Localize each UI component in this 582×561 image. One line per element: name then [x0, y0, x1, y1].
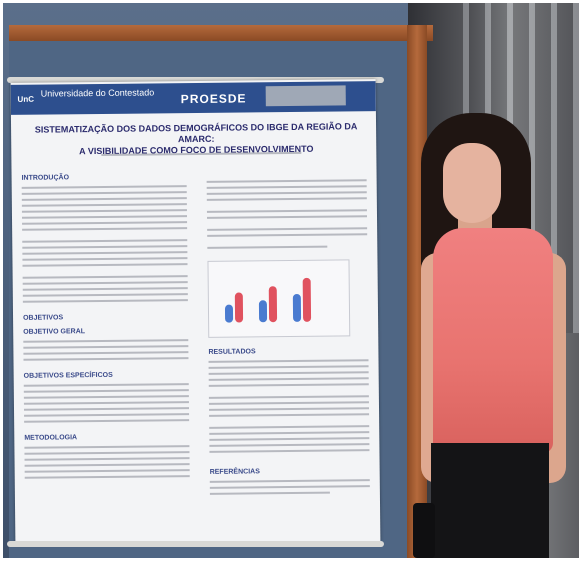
- text-line: [23, 281, 188, 285]
- text-line: [23, 299, 188, 303]
- text-line: [209, 425, 369, 429]
- text-line: [23, 351, 188, 355]
- section-specific-objectives: OBJETIVOS ESPECÍFICOS: [24, 372, 113, 380]
- person-skirt: [431, 443, 549, 558]
- text-line: [23, 339, 188, 343]
- text-line: [209, 443, 369, 447]
- text-line: [22, 251, 187, 255]
- text-line: [23, 345, 188, 349]
- text-line: [207, 227, 367, 231]
- text-line: [22, 263, 187, 267]
- text-line: [22, 239, 187, 243]
- program-badge: [266, 85, 346, 106]
- handbag: [413, 503, 435, 558]
- text-line: [24, 451, 189, 455]
- text-line: [207, 246, 327, 249]
- text-line: [210, 479, 370, 483]
- institution-name: Universidade do Contestado: [41, 87, 155, 98]
- text-line: [23, 275, 188, 279]
- text-line: [23, 293, 188, 297]
- text-line: [24, 383, 189, 387]
- text-line: [22, 203, 187, 207]
- text-line: [22, 185, 187, 189]
- university-logo: UnC: [15, 89, 37, 111]
- text-line: [207, 209, 367, 213]
- text-line: [209, 407, 369, 411]
- text-line: [22, 209, 187, 213]
- text-line: [24, 419, 189, 423]
- photo: UnC Universidade do Contestado PROESDE S…: [3, 3, 579, 558]
- text-line: [209, 377, 369, 381]
- person-blouse: [433, 228, 553, 453]
- section-references: REFERÊNCIAS: [210, 468, 260, 476]
- section-intro: INTRODUÇÃO: [22, 174, 70, 181]
- text-line: [209, 449, 369, 453]
- text-line: [207, 185, 367, 189]
- text-line: [23, 287, 188, 291]
- chart-bar: [259, 300, 267, 322]
- text-line: [24, 389, 189, 393]
- text-line: [25, 463, 190, 467]
- authors-line: [101, 148, 301, 160]
- text-line: [22, 197, 187, 201]
- text-line: [207, 191, 367, 195]
- text-line: [23, 357, 188, 361]
- text-line: [24, 395, 189, 399]
- text-line: [209, 359, 369, 363]
- text-line: [209, 431, 369, 435]
- text-line: [209, 437, 369, 441]
- text-line: [25, 475, 190, 479]
- text-line: [22, 191, 187, 195]
- poster-chart: [207, 259, 350, 337]
- academic-poster: UnC Universidade do Contestado PROESDE S…: [11, 79, 381, 545]
- text-line: [207, 179, 367, 183]
- text-line: [24, 401, 189, 405]
- chart-bar: [225, 305, 233, 323]
- text-line: [209, 413, 369, 417]
- text-line: [209, 365, 369, 369]
- text-line: [22, 227, 187, 231]
- section-general-objective: OBJETIVO GERAL: [23, 328, 85, 336]
- text-line: [22, 257, 187, 261]
- person-face: [443, 143, 501, 223]
- text-line: [22, 215, 187, 219]
- chart-bar: [303, 278, 311, 322]
- text-line: [207, 233, 367, 237]
- program-name: PROESDE: [181, 91, 247, 106]
- text-line: [22, 245, 187, 249]
- text-line: [24, 413, 189, 417]
- text-line: [22, 221, 187, 225]
- text-line: [25, 457, 190, 461]
- text-line: [25, 469, 190, 473]
- text-line: [24, 445, 189, 449]
- text-line: [209, 401, 369, 405]
- chart-bar: [235, 293, 243, 323]
- text-line: [207, 197, 367, 201]
- text-line: [210, 492, 330, 495]
- text-line: [209, 371, 369, 375]
- text-line: [209, 395, 369, 399]
- text-line: [210, 485, 370, 489]
- board-frame-top: [9, 25, 433, 41]
- text-line: [207, 215, 367, 219]
- section-results: RESULTADOS: [208, 348, 255, 355]
- text-line: [209, 383, 369, 387]
- poster-rod-bottom: [7, 541, 384, 547]
- chart-bar: [293, 294, 301, 322]
- section-methodology: METODOLOGIA: [24, 434, 77, 442]
- text-line: [24, 407, 189, 411]
- chart-bar: [269, 286, 277, 322]
- poster-banner: UnC Universidade do Contestado PROESDE: [11, 81, 376, 115]
- section-objectives: OBJETIVOS: [23, 314, 63, 321]
